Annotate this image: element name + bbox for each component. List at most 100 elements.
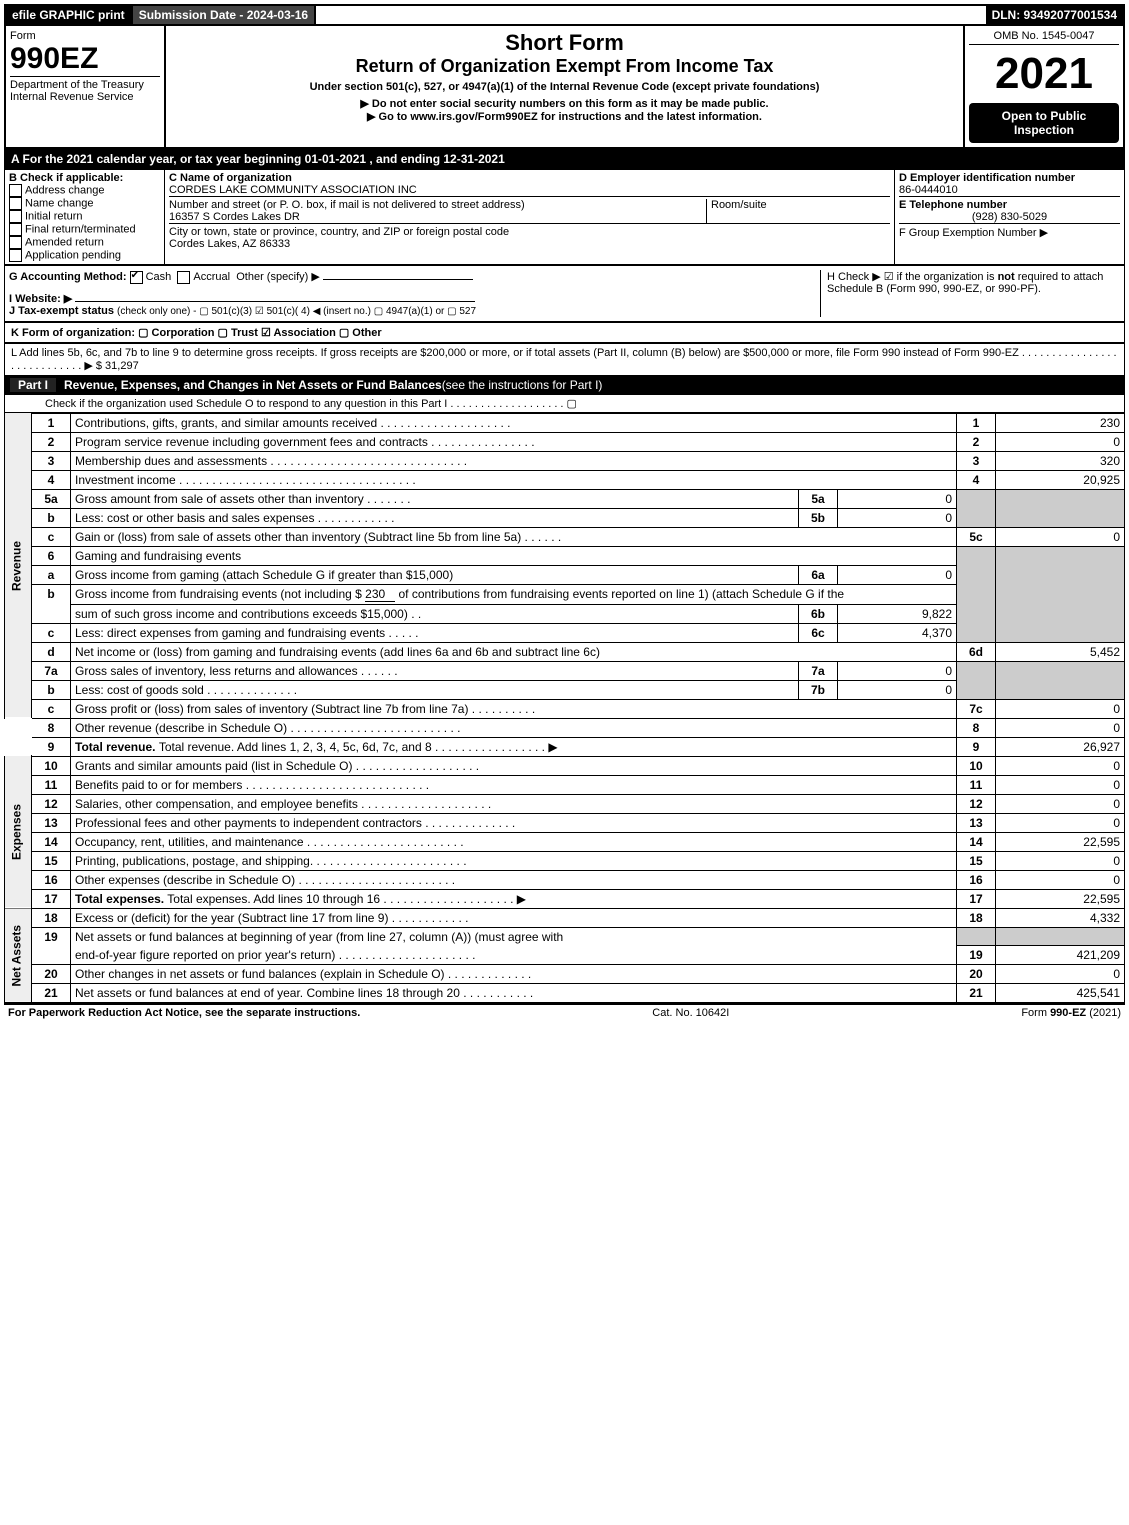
row15-desc: Printing, publications, postage, and shi… bbox=[71, 851, 957, 870]
row8-num: 8 bbox=[32, 718, 71, 737]
row5a-sl: 5a bbox=[799, 489, 838, 508]
warning-ssn: ▶ Do not enter social security numbers o… bbox=[170, 97, 959, 110]
checkbox-address-change[interactable] bbox=[9, 184, 22, 197]
row9-desc: Total revenue. Total revenue. Add lines … bbox=[71, 737, 957, 756]
opt-initial-return: Initial return bbox=[25, 210, 82, 222]
opt-amended-return: Amended return bbox=[25, 236, 104, 248]
addr-value: 16357 S Cordes Lakes DR bbox=[169, 211, 300, 223]
row7b-num: b bbox=[32, 680, 71, 699]
row6b-sl: 6b bbox=[799, 604, 838, 623]
row4-amt: 20,925 bbox=[996, 470, 1125, 489]
omb-number: OMB No. 1545-0047 bbox=[969, 30, 1119, 45]
part-i-subtitle: (see the instructions for Part I) bbox=[442, 378, 603, 392]
row2-col: 2 bbox=[957, 432, 996, 451]
row21-desc: Net assets or fund balances at end of ye… bbox=[71, 984, 957, 1003]
checkbox-name-change[interactable] bbox=[9, 197, 22, 210]
row14-desc: Occupancy, rent, utilities, and maintena… bbox=[71, 832, 957, 851]
row6b-num: b bbox=[32, 584, 71, 623]
sidebar-revenue: Revenue bbox=[5, 413, 32, 718]
opt-name-change: Name change bbox=[25, 197, 94, 209]
l-amount: 31,297 bbox=[105, 360, 139, 372]
row19-amtshade bbox=[996, 927, 1125, 946]
j-label: J Tax-exempt status bbox=[9, 305, 117, 317]
room-label: Room/suite bbox=[711, 199, 767, 211]
row2-amt: 0 bbox=[996, 432, 1125, 451]
row6c-sl: 6c bbox=[799, 623, 838, 642]
row5c-desc: Gain or (loss) from sale of assets other… bbox=[71, 527, 957, 546]
checkbox-application-pending[interactable] bbox=[9, 249, 22, 262]
checkbox-cash[interactable] bbox=[130, 271, 143, 284]
row20-desc: Other changes in net assets or fund bala… bbox=[71, 965, 957, 984]
d-ein: 86-0444010 bbox=[899, 184, 1120, 196]
row6c-desc: Less: direct expenses from gaming and fu… bbox=[71, 623, 799, 642]
row5b-num: b bbox=[32, 508, 71, 527]
row11-num: 11 bbox=[32, 775, 71, 794]
b-check-label: B Check if applicable: bbox=[9, 172, 160, 184]
row5c-num: c bbox=[32, 527, 71, 546]
row13-desc: Professional fees and other payments to … bbox=[71, 813, 957, 832]
row17-desc: Total expenses. Total expenses. Add line… bbox=[71, 889, 957, 908]
row12-num: 12 bbox=[32, 794, 71, 813]
goto-link[interactable]: ▶ Go to www.irs.gov/Form990EZ for instru… bbox=[170, 110, 959, 123]
row12-amt: 0 bbox=[996, 794, 1125, 813]
line-a-tax-year: A For the 2021 calendar year, or tax yea… bbox=[4, 149, 1125, 169]
part-i-header: Part I Revenue, Expenses, and Changes in… bbox=[4, 376, 1125, 394]
row17-col: 17 bbox=[957, 889, 996, 908]
row7b-sl: 7b bbox=[799, 680, 838, 699]
row12-desc: Salaries, other compensation, and employ… bbox=[71, 794, 957, 813]
i-label: I Website: ▶ bbox=[9, 293, 72, 305]
row6d-col: 6d bbox=[957, 642, 996, 661]
opt-final-return: Final return/terminated bbox=[25, 223, 136, 235]
row6d-num: d bbox=[32, 642, 71, 661]
checkbox-initial-return[interactable] bbox=[9, 210, 22, 223]
form-number: 990EZ bbox=[10, 42, 160, 76]
row18-col: 18 bbox=[957, 908, 996, 927]
city-label: City or town, state or province, country… bbox=[169, 226, 509, 238]
row5a-sa: 0 bbox=[838, 489, 957, 508]
row19-num: 19 bbox=[32, 927, 71, 965]
row17-num: 17 bbox=[32, 889, 71, 908]
checkbox-final-return[interactable] bbox=[9, 223, 22, 236]
checkbox-amended-return[interactable] bbox=[9, 236, 22, 249]
city-value: Cordes Lakes, AZ 86333 bbox=[169, 238, 290, 250]
i-website-input[interactable] bbox=[75, 301, 475, 302]
row6-num: 6 bbox=[32, 546, 71, 565]
g-cash: Cash bbox=[146, 271, 172, 283]
row20-num: 20 bbox=[32, 965, 71, 984]
j-rest: (check only one) - ▢ 501(c)(3) ☑ 501(c)(… bbox=[117, 306, 476, 317]
row16-col: 16 bbox=[957, 870, 996, 889]
row7b-sa: 0 bbox=[838, 680, 957, 699]
row5b-desc: Less: cost or other basis and sales expe… bbox=[71, 508, 799, 527]
footer-mid: Cat. No. 10642I bbox=[652, 1007, 729, 1019]
part-i-checkline: Check if the organization used Schedule … bbox=[4, 394, 1125, 413]
g-label: G Accounting Method: bbox=[9, 271, 127, 283]
row21-col: 21 bbox=[957, 984, 996, 1003]
row3-num: 3 bbox=[32, 451, 71, 470]
financial-table: Revenue 1 Contributions, gifts, grants, … bbox=[4, 413, 1125, 1004]
row18-amt: 4,332 bbox=[996, 908, 1125, 927]
k-label: K Form of organization: ▢ Corporation ▢ … bbox=[11, 327, 382, 339]
row4-col: 4 bbox=[957, 470, 996, 489]
row19-col: 19 bbox=[957, 946, 996, 965]
l-text: L Add lines 5b, 6c, and 7b to line 9 to … bbox=[11, 347, 1117, 372]
row5c-col: 5c bbox=[957, 527, 996, 546]
row1-num: 1 bbox=[32, 413, 71, 432]
row19-desc2: end-of-year figure reported on prior yea… bbox=[71, 946, 957, 965]
efile-label[interactable]: efile GRAPHIC print bbox=[6, 6, 131, 24]
checkbox-accrual[interactable] bbox=[177, 271, 190, 284]
row7ab-colshade bbox=[957, 661, 996, 699]
row18-num: 18 bbox=[32, 908, 71, 927]
g-other-input[interactable] bbox=[323, 279, 473, 280]
line-l: L Add lines 5b, 6c, and 7b to line 9 to … bbox=[4, 343, 1125, 376]
form-header: Form 990EZ Department of the Treasury In… bbox=[4, 26, 1125, 149]
row6-desc: Gaming and fundraising events bbox=[71, 546, 957, 565]
sidebar-net-assets: Net Assets bbox=[5, 908, 32, 1003]
footer-left: For Paperwork Reduction Act Notice, see … bbox=[8, 1007, 360, 1019]
g-other: Other (specify) ▶ bbox=[236, 271, 320, 283]
department-label: Department of the Treasury Internal Reve… bbox=[10, 76, 160, 103]
line-k: K Form of organization: ▢ Corporation ▢ … bbox=[4, 322, 1125, 343]
row6c-sa: 4,370 bbox=[838, 623, 957, 642]
submission-date: Submission Date - 2024-03-16 bbox=[131, 6, 316, 24]
row6a-sl: 6a bbox=[799, 565, 838, 584]
footer-right: Form 990-EZ (2021) bbox=[1021, 1007, 1121, 1019]
